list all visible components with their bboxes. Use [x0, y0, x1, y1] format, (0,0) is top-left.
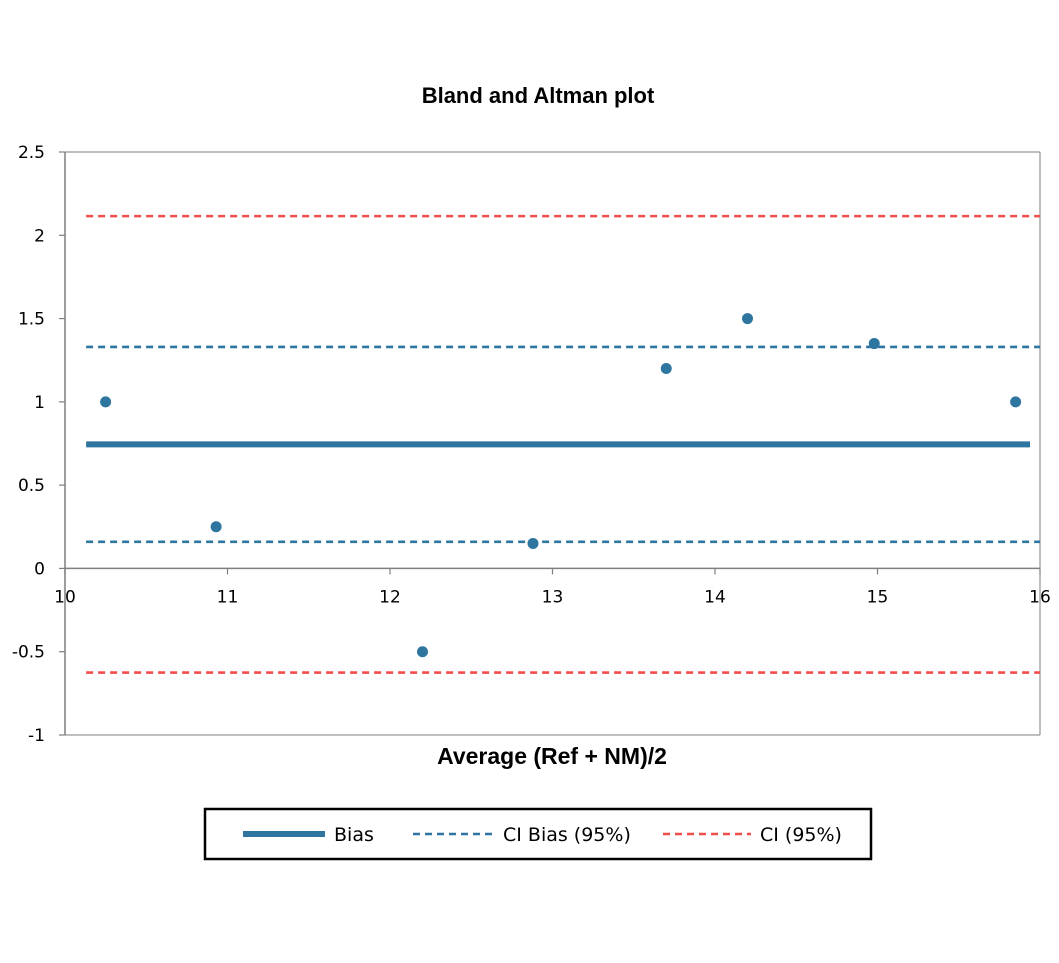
y-tick-label: 1: [34, 393, 45, 413]
y-tick-label: 1.5: [18, 310, 45, 330]
x-axis-title: Average (Ref + NM)/2: [437, 743, 667, 769]
x-tick-label: 16: [1029, 587, 1051, 607]
data-point: [868, 338, 880, 350]
data-point: [1010, 396, 1022, 408]
y-tick-label: 0.5: [18, 476, 45, 496]
y-tick-label: 2: [34, 226, 45, 246]
data-point: [210, 521, 222, 533]
y-tick-label: -0.5: [12, 643, 45, 663]
x-tick-label: 14: [704, 587, 726, 607]
reference-lines: [86, 214, 1040, 674]
x-tick-label: 12: [379, 587, 401, 607]
data-point: [417, 646, 428, 658]
y-tick-label: 0: [34, 559, 45, 579]
y-axis: 2.5 2 1.5 1 0.5 0 -0.5 -1: [12, 143, 65, 746]
x-tick-label: 15: [867, 587, 889, 607]
y-tick-label: 2.5: [18, 143, 45, 163]
legend: Bias CI Bias (95%) CI (95%): [203, 807, 873, 861]
data-point: [742, 313, 753, 325]
data-points: [100, 313, 1022, 658]
data-point: [527, 537, 539, 549]
plot-area: [64, 151, 1041, 736]
legend-label-ci-bias-95: CI Bias (95%): [503, 824, 631, 846]
y-tick-label: -1: [28, 726, 45, 746]
legend-label-bias: Bias: [334, 824, 374, 846]
data-point: [660, 363, 672, 375]
data-point: [100, 396, 112, 408]
x-axis: 10 11 12 13 14 15 16: [54, 567, 1051, 607]
chart-title: Bland and Altman plot: [422, 83, 655, 108]
x-tick-label: 10: [54, 587, 76, 607]
x-tick-label: 13: [542, 587, 564, 607]
legend-label-ci-95: CI (95%): [760, 824, 842, 846]
x-tick-label: 11: [217, 587, 239, 607]
